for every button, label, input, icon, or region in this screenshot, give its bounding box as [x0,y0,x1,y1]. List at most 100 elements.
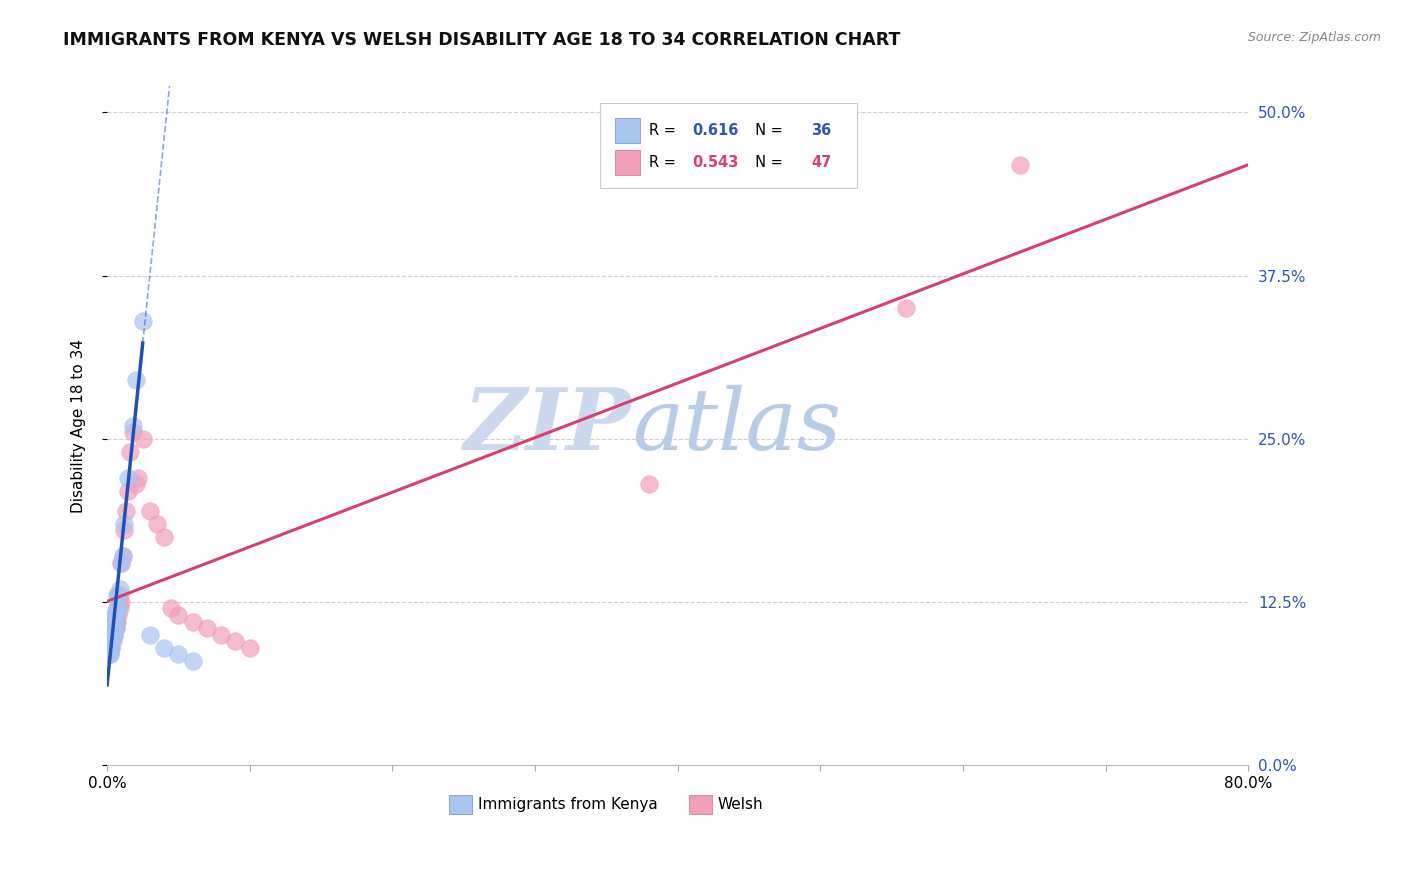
Point [105,601,128,615]
Point [111,549,134,564]
Point [124,477,146,491]
Point [1010,158,1032,172]
Point [108,582,131,596]
Point [98,634,121,648]
Point [118,445,141,459]
Y-axis label: Disability Age 18 to 34: Disability Age 18 to 34 [72,339,86,513]
Point [239,640,262,655]
Point [101,615,124,629]
Point [97,634,120,648]
Point [139,503,162,517]
Point [97,647,120,661]
Point [114,503,136,517]
Point [121,425,143,440]
Point [153,530,176,544]
Point [107,601,129,615]
Point [105,615,128,629]
Point [103,621,125,635]
Text: Immigrants from Kenya: Immigrants from Kenya [478,797,658,812]
Point [100,621,122,635]
Point [112,523,135,537]
Point [105,589,128,603]
Point [103,615,125,629]
Point [124,373,146,387]
Point [107,607,129,622]
Point [104,621,127,635]
Point [104,607,127,622]
Point [107,589,129,603]
FancyBboxPatch shape [600,103,856,188]
Point [153,640,176,655]
Point [100,634,122,648]
Point [112,516,135,531]
Point [107,595,129,609]
Point [101,627,124,641]
Point [139,627,162,641]
Bar [614,150,640,175]
Point [638,477,661,491]
Point [100,627,122,641]
Point [127,471,149,485]
Point [117,483,139,498]
Point [97,640,120,655]
Bar [614,119,640,143]
Point [103,627,125,641]
Point [98,634,121,648]
Point [101,627,124,641]
Point [104,621,127,635]
Point [181,654,204,668]
Point [100,627,122,641]
Point [108,589,131,603]
Point [100,634,122,648]
Text: 0.543: 0.543 [693,155,740,169]
Point [181,615,204,629]
Point [160,601,183,615]
Point [110,556,132,570]
Text: IMMIGRANTS FROM KENYA VS WELSH DISABILITY AGE 18 TO 34 CORRELATION CHART: IMMIGRANTS FROM KENYA VS WELSH DISABILIT… [63,31,901,49]
Point [101,634,124,648]
Point [98,647,121,661]
Point [117,471,139,485]
Point [105,601,128,615]
Bar [689,795,711,814]
Point [103,627,125,641]
Point [104,615,127,629]
Text: atlas: atlas [633,384,841,467]
Text: R =: R = [650,123,681,138]
Point [132,314,155,328]
Point [104,607,127,622]
Point [104,615,127,629]
Text: N =: N = [747,123,787,138]
Point [97,634,120,648]
Point [98,627,121,641]
Point [98,647,121,661]
Text: ZIP: ZIP [464,384,633,467]
Text: N =: N = [747,155,787,169]
Point [121,418,143,433]
Point [111,549,134,564]
Text: Source: ZipAtlas.com: Source: ZipAtlas.com [1247,31,1381,45]
Point [98,640,121,655]
Point [103,607,125,622]
Point [110,556,132,570]
Text: R =: R = [650,155,681,169]
Point [108,601,131,615]
Text: Welsh: Welsh [717,797,763,812]
Bar [450,795,472,814]
Point [100,640,122,655]
Point [97,640,120,655]
Point [101,621,124,635]
Point [209,627,232,641]
Point [224,634,246,648]
Point [132,432,155,446]
Point [894,301,917,316]
Point [98,640,121,655]
Point [167,607,190,622]
Point [100,640,122,655]
Text: 36: 36 [811,123,831,138]
Point [167,647,190,661]
Point [146,516,169,531]
Point [101,621,124,635]
Point [110,595,132,609]
Point [103,615,125,629]
